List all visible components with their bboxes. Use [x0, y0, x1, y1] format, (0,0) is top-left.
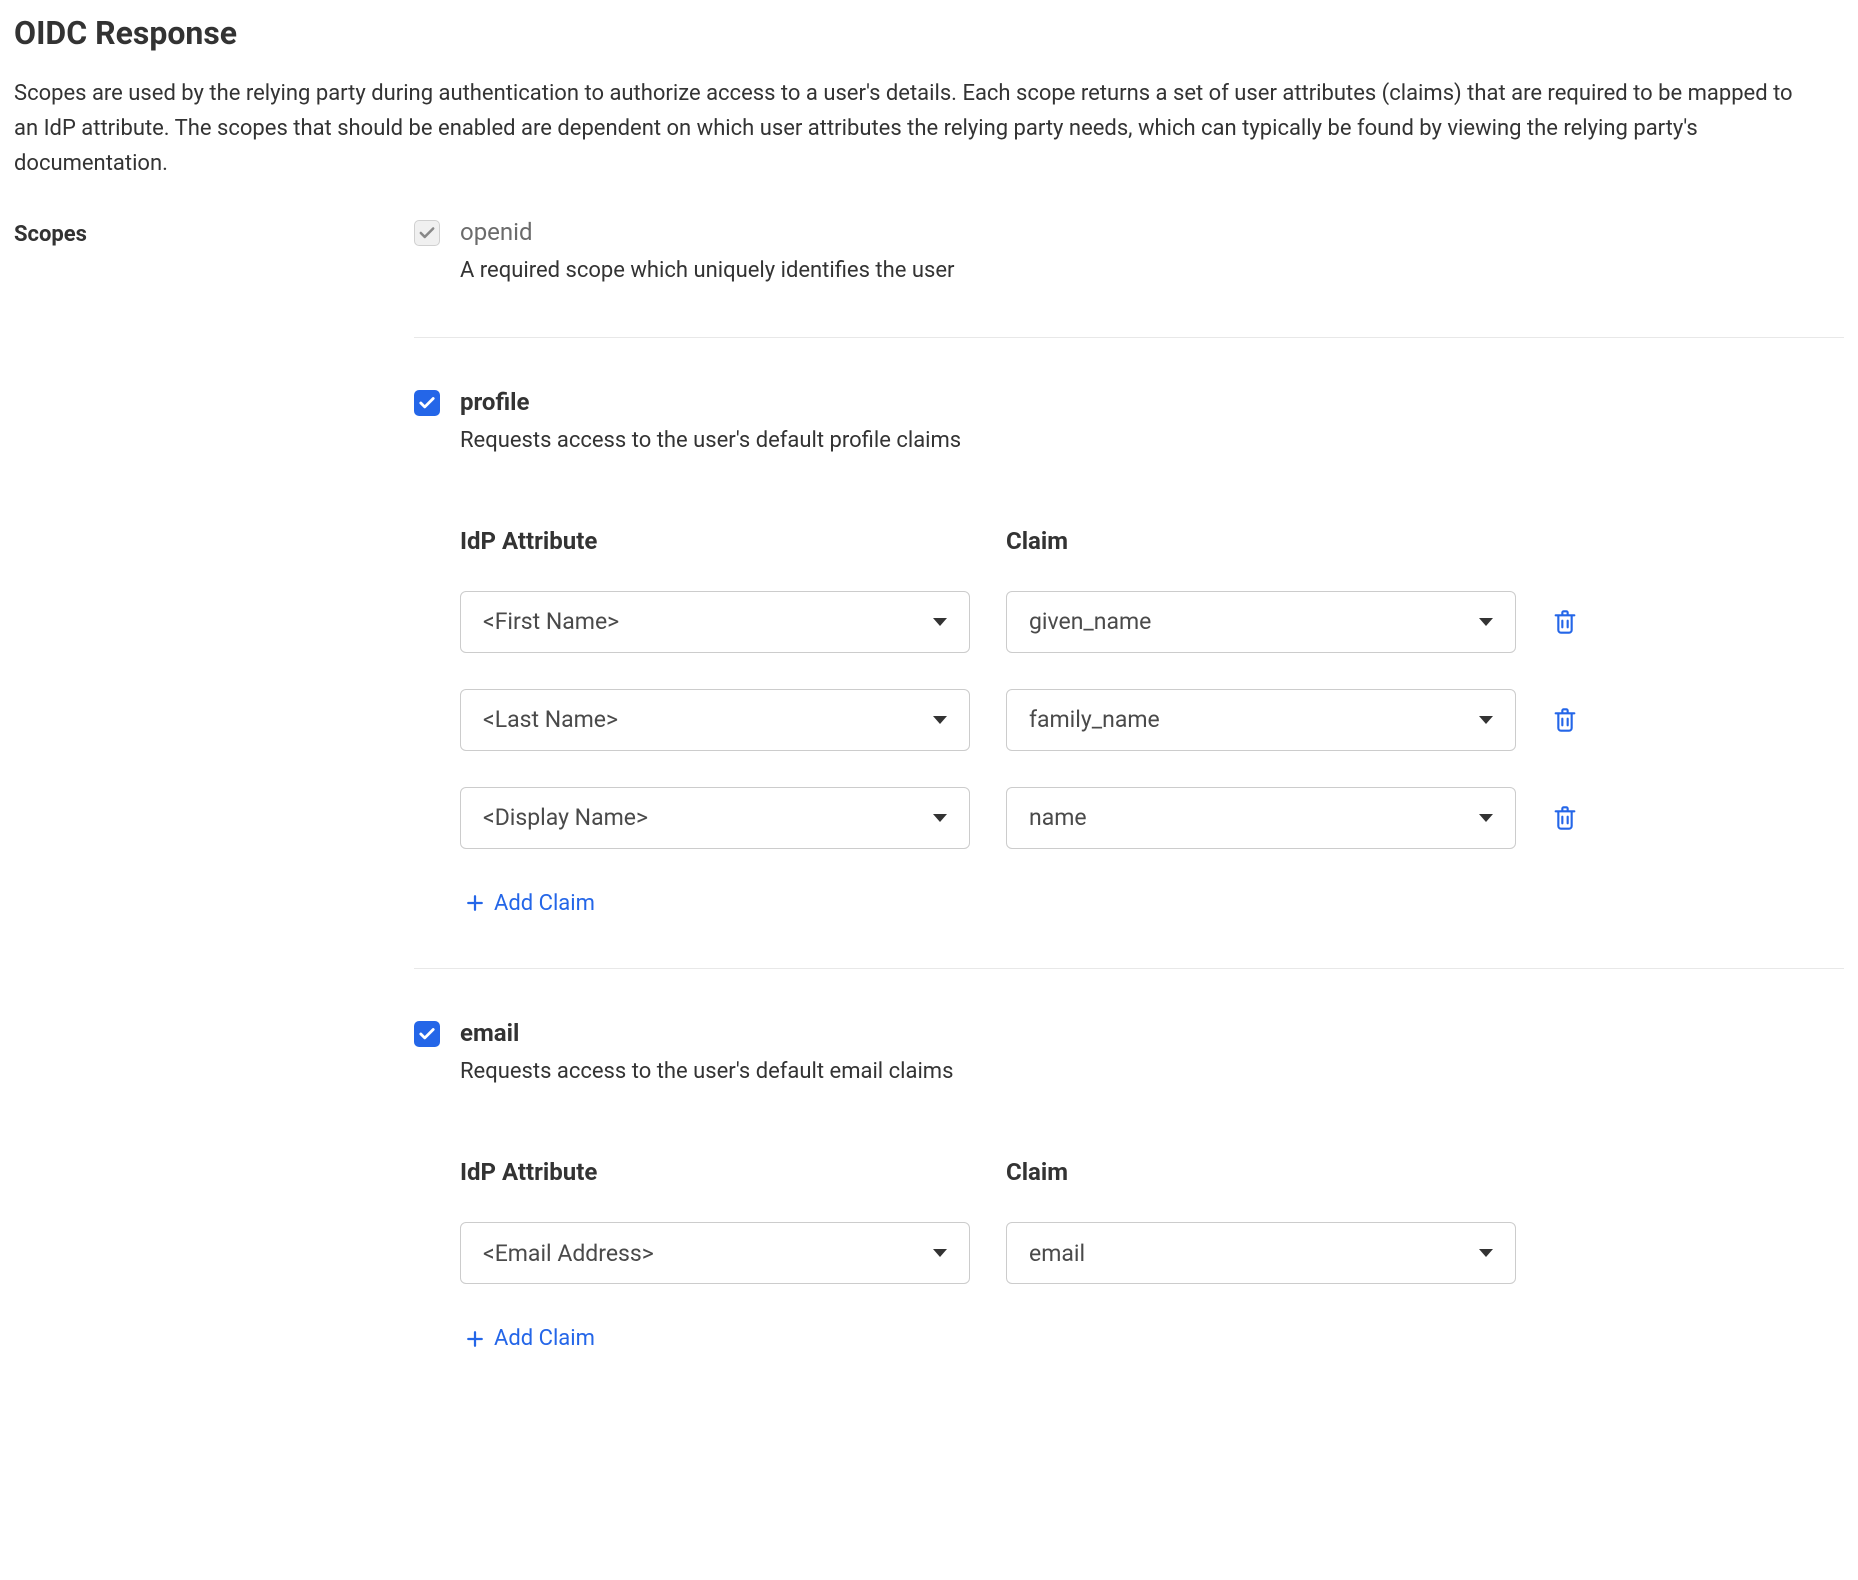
select-value: <Email Address> [483, 1240, 654, 1267]
scope-openid-header: openid A required scope which uniquely i… [414, 218, 1844, 287]
idp-attribute-header: IdP Attribute [460, 1158, 970, 1186]
mapping-row: <Email Address> email [460, 1222, 1844, 1284]
idp-attribute-header: IdP Attribute [460, 527, 970, 555]
claim-select[interactable]: name [1006, 787, 1516, 849]
scope-profile-info: profile Requests access to the user's de… [460, 388, 1844, 457]
trash-icon [1554, 708, 1576, 732]
scope-profile-checkbox[interactable] [414, 390, 440, 416]
scope-profile-desc: Requests access to the user's default pr… [460, 424, 1844, 457]
mapping-row: <Display Name> name [460, 787, 1844, 849]
scope-openid-desc: A required scope which uniquely identifi… [460, 254, 1844, 287]
select-value: <Display Name> [483, 804, 648, 831]
claim-select[interactable]: family_name [1006, 689, 1516, 751]
add-claim-label: Add Claim [494, 1326, 595, 1351]
select-value: family_name [1029, 706, 1160, 733]
scope-openid-checkbox [414, 220, 440, 246]
scope-openid-name: openid [460, 218, 1844, 246]
checkmark-icon [418, 224, 436, 242]
claim-header: Claim [1006, 1158, 1516, 1186]
select-value: given_name [1029, 608, 1151, 635]
mapping-headers: IdP Attribute Claim [460, 1158, 1844, 1186]
chevron-down-icon [933, 618, 947, 626]
idp-attribute-select[interactable]: <First Name> [460, 591, 970, 653]
delete-mapping-button[interactable] [1552, 707, 1578, 733]
idp-attribute-select[interactable]: <Display Name> [460, 787, 970, 849]
delete-mapping-button[interactable] [1552, 609, 1578, 635]
chevron-down-icon [933, 1249, 947, 1257]
select-value: name [1029, 804, 1087, 831]
chevron-down-icon [1479, 618, 1493, 626]
checkmark-icon [418, 1025, 436, 1043]
scope-email-name: email [460, 1019, 1844, 1047]
select-value: email [1029, 1240, 1085, 1267]
trash-icon [1554, 610, 1576, 634]
checkmark-icon [418, 394, 436, 412]
select-value: <Last Name> [483, 706, 618, 733]
email-mappings: IdP Attribute Claim <Email Address> emai… [460, 1158, 1844, 1354]
chevron-down-icon [933, 814, 947, 822]
scopes-label: Scopes [14, 218, 414, 247]
mapping-row: <First Name> given_name [460, 591, 1844, 653]
page-description: Scopes are used by the relying party dur… [14, 76, 1794, 182]
select-value: <First Name> [483, 608, 619, 635]
idp-attribute-select[interactable]: <Email Address> [460, 1222, 970, 1284]
scope-email: email Requests access to the user's defa… [414, 1019, 1844, 1354]
plus-icon [466, 894, 484, 912]
scope-email-header: email Requests access to the user's defa… [414, 1019, 1844, 1088]
scopes-row: Scopes openid A required scope which uni… [14, 218, 1844, 1354]
plus-icon [466, 1330, 484, 1348]
delete-mapping-button[interactable] [1552, 805, 1578, 831]
add-claim-label: Add Claim [494, 891, 595, 916]
idp-attribute-select[interactable]: <Last Name> [460, 689, 970, 751]
chevron-down-icon [933, 716, 947, 724]
trash-icon [1554, 806, 1576, 830]
scope-profile-name: profile [460, 388, 1844, 416]
page-title: OIDC Response [14, 14, 1844, 52]
scope-openid: openid A required scope which uniquely i… [414, 218, 1844, 338]
scope-email-info: email Requests access to the user's defa… [460, 1019, 1844, 1088]
mapping-row: <Last Name> family_name [460, 689, 1844, 751]
scopes-content: openid A required scope which uniquely i… [414, 218, 1844, 1354]
add-claim-button[interactable]: Add Claim [466, 891, 595, 916]
chevron-down-icon [1479, 1249, 1493, 1257]
chevron-down-icon [1479, 716, 1493, 724]
profile-mappings: IdP Attribute Claim <First Name> given_n… [460, 527, 1844, 919]
claim-select[interactable]: given_name [1006, 591, 1516, 653]
scope-profile-header: profile Requests access to the user's de… [414, 388, 1844, 457]
scope-openid-info: openid A required scope which uniquely i… [460, 218, 1844, 287]
scope-profile: profile Requests access to the user's de… [414, 388, 1844, 970]
mapping-headers: IdP Attribute Claim [460, 527, 1844, 555]
add-claim-button[interactable]: Add Claim [466, 1326, 595, 1351]
scope-email-checkbox[interactable] [414, 1021, 440, 1047]
scope-email-desc: Requests access to the user's default em… [460, 1055, 1844, 1088]
claim-header: Claim [1006, 527, 1516, 555]
chevron-down-icon [1479, 814, 1493, 822]
claim-select[interactable]: email [1006, 1222, 1516, 1284]
